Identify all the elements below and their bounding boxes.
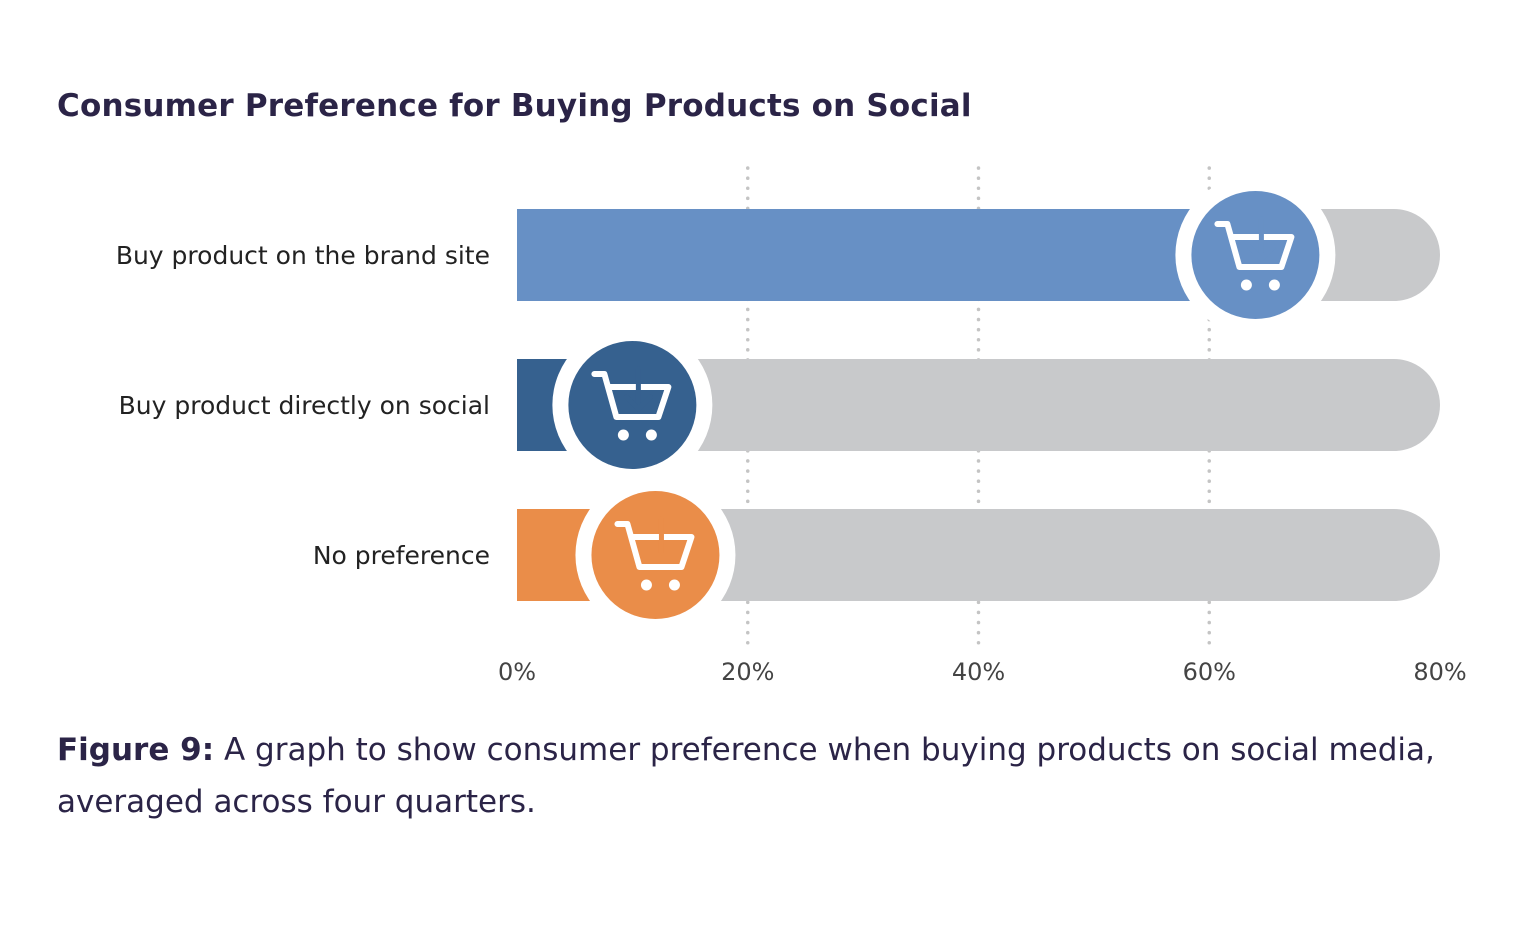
cart-wheel [1240,279,1252,291]
cart-body [591,371,672,420]
bar-row [517,325,1440,485]
x-tick-label: 60% [1183,658,1236,686]
shopping-cart-download-icon [1214,216,1295,291]
figure-caption: Figure 9: A graph to show consumer prefe… [57,724,1477,828]
x-tick-label: 20% [721,658,774,686]
bar-track [517,359,1440,451]
shopping-cart-download-icon [591,366,672,441]
cart-wheel [640,579,652,591]
cart-wheel [617,429,629,441]
download-arrow-head [1246,244,1276,262]
bar-track [517,509,1440,601]
cart-wheel [668,579,680,591]
cart-body [614,521,695,570]
cart-wheel [1268,279,1280,291]
x-tick-label: 80% [1413,658,1466,686]
figure-caption-text: A graph to show consumer preference when… [57,732,1435,820]
x-tick-label: 0% [498,658,536,686]
bar-row [517,175,1440,335]
download-arrow-head [623,394,653,412]
download-arrow-head [646,544,676,562]
cart-body [1214,221,1295,270]
category-label: Buy product directly on social [119,391,490,420]
category-label: Buy product on the brand site [116,241,490,270]
figure-label: Figure 9: [57,732,215,768]
chart-title: Consumer Preference for Buying Products … [57,88,972,124]
x-tick-label: 40% [952,658,1005,686]
chart: Buy product on the brand site Buy product… [116,166,1467,686]
bar [517,209,1256,301]
shopping-cart-download-icon [614,516,695,591]
bar-row [517,475,1440,635]
cart-wheel [645,429,657,441]
category-label: No preference [313,541,490,570]
